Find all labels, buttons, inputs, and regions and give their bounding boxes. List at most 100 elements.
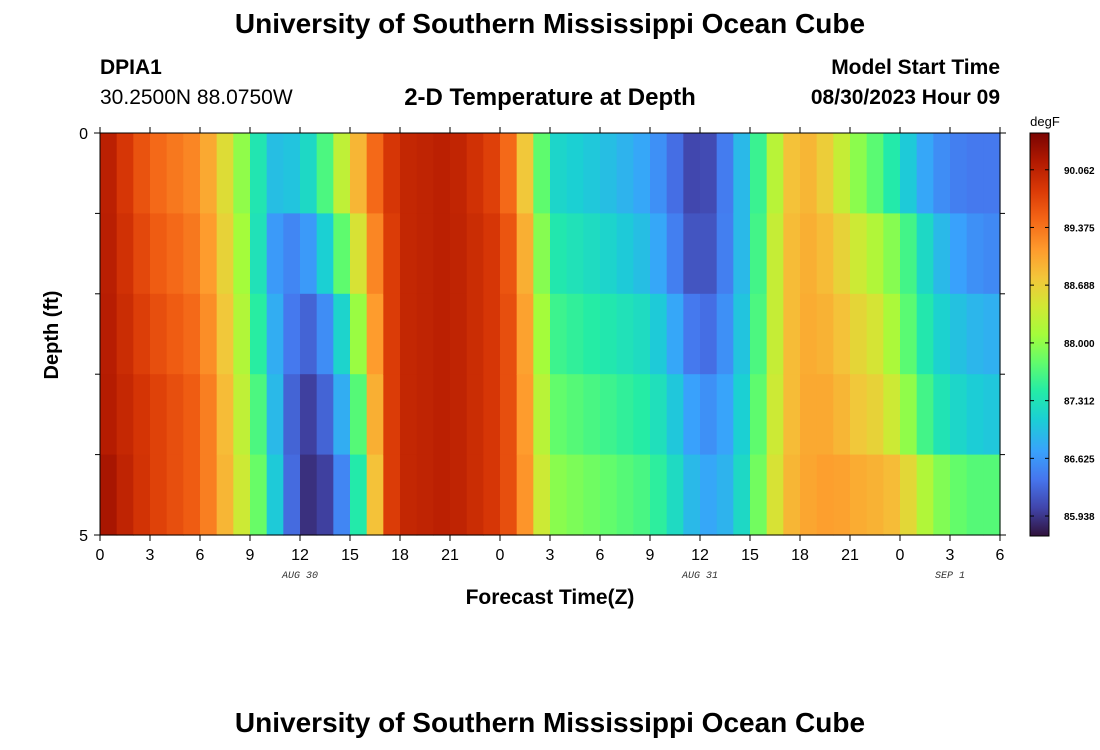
heatmap-cell — [250, 293, 268, 375]
heatmap-cell — [383, 133, 401, 214]
heatmap-cell — [250, 133, 268, 214]
heatmap-cell — [100, 133, 118, 214]
heatmap-cell — [583, 374, 601, 456]
heatmap-cell — [433, 454, 451, 536]
heatmap-cell — [283, 293, 301, 375]
colorbar-gradient — [1029, 132, 1050, 537]
heatmap-cell — [916, 213, 934, 295]
heatmap-cell — [916, 374, 934, 456]
heatmap-cell — [200, 133, 218, 214]
heatmap-cell — [166, 374, 184, 456]
heatmap-cell — [816, 213, 834, 295]
heatmap-cell — [666, 133, 684, 214]
heatmap-cell — [183, 293, 201, 375]
heatmap-cell — [500, 213, 518, 295]
model-start-value: 08/30/2023 Hour 09 — [810, 86, 1000, 109]
heatmap-cell — [966, 213, 984, 295]
heatmap-cell — [800, 454, 818, 536]
heatmap-cell — [166, 133, 184, 214]
heatmap-cell — [633, 454, 651, 536]
heatmap-cell — [933, 374, 951, 456]
heatmap-cell — [666, 293, 684, 375]
heatmap-cell — [783, 374, 801, 456]
heatmap-cell — [216, 374, 234, 456]
heatmap-cell — [433, 293, 451, 375]
heatmap-cell — [233, 293, 251, 375]
heatmap-cell — [150, 454, 168, 536]
heatmap-cell — [400, 133, 418, 214]
date-label: SEP 1 — [935, 571, 965, 582]
heatmap-cell — [183, 454, 201, 536]
heatmap-cell — [350, 374, 368, 456]
footer-title: University of Southern Mississippi Ocean… — [234, 707, 866, 738]
heatmap-cell — [733, 133, 751, 214]
heatmap-cell — [683, 213, 701, 295]
heatmap-cell — [616, 454, 634, 536]
heatmap-cell — [316, 293, 334, 375]
heatmap-cell — [883, 454, 901, 536]
heatmap-cell — [883, 374, 901, 456]
x-tick-label: 12 — [291, 547, 309, 564]
heatmap-cell — [216, 454, 234, 536]
x-tick-label: 18 — [391, 547, 409, 564]
heatmap-cell — [333, 213, 351, 295]
heatmap-cell — [466, 133, 484, 214]
heatmap-cell — [750, 293, 768, 375]
heatmap-cell — [283, 454, 301, 536]
heatmap-cell — [366, 454, 384, 536]
heatmap-cell — [283, 133, 301, 214]
heatmap-cell — [516, 374, 534, 456]
heatmap-cell — [333, 133, 351, 214]
colorbar-tick-label: 88.688 — [1064, 281, 1095, 292]
heatmap-cell — [450, 133, 468, 214]
heatmap-cell — [516, 133, 534, 214]
heatmap-cell — [500, 133, 518, 214]
heatmap-cell — [183, 374, 201, 456]
heatmap-cell — [366, 213, 384, 295]
heatmap-cell — [866, 133, 884, 214]
heatmap-cell — [883, 133, 901, 214]
heatmap-cell — [233, 133, 251, 214]
heatmap-cell — [383, 454, 401, 536]
heatmap-cell — [483, 374, 501, 456]
heatmap-cell — [983, 454, 1001, 536]
heatmap-cell — [400, 374, 418, 456]
colorbar-tick-label: 87.312 — [1064, 397, 1095, 408]
x-tick-label: 3 — [146, 547, 155, 564]
heatmap-cell — [500, 293, 518, 375]
heatmap-cell — [416, 374, 434, 456]
heatmap-cell — [850, 213, 868, 295]
heatmap-cell — [233, 454, 251, 536]
heatmap-cell — [850, 454, 868, 536]
heatmap-cell — [816, 133, 834, 214]
heatmap-cell — [683, 133, 701, 214]
heatmap-cell — [266, 293, 284, 375]
heatmap-cell — [566, 133, 584, 214]
heatmap-cell — [116, 374, 134, 456]
heatmap-cell — [933, 293, 951, 375]
heatmap-cell — [350, 293, 368, 375]
colorbar-tick-label: 86.625 — [1064, 454, 1095, 465]
heatmap-cell — [650, 293, 668, 375]
heatmap-cell — [916, 454, 934, 536]
heatmap-cell — [650, 374, 668, 456]
heatmap-cell — [483, 213, 501, 295]
date-label: AUG 30 — [281, 571, 318, 582]
heatmap-cell — [983, 133, 1001, 214]
heatmap-cell — [300, 454, 318, 536]
heatmap-cell — [566, 213, 584, 295]
heatmap-cell — [583, 213, 601, 295]
colorbar-tick-label: 90.062 — [1064, 166, 1095, 177]
heatmap-cell — [350, 213, 368, 295]
heatmap-cell — [566, 454, 584, 536]
heatmap-cell — [266, 133, 284, 214]
station-id: DPIA1 — [100, 56, 162, 79]
heatmap-cell — [300, 213, 318, 295]
heatmap-cell — [250, 374, 268, 456]
heatmap-cell — [366, 293, 384, 375]
heatmap-cell — [516, 293, 534, 375]
heatmap-cell — [966, 293, 984, 375]
heatmap-cell — [433, 374, 451, 456]
heatmap-cell — [566, 374, 584, 456]
heatmap-cell — [850, 133, 868, 214]
